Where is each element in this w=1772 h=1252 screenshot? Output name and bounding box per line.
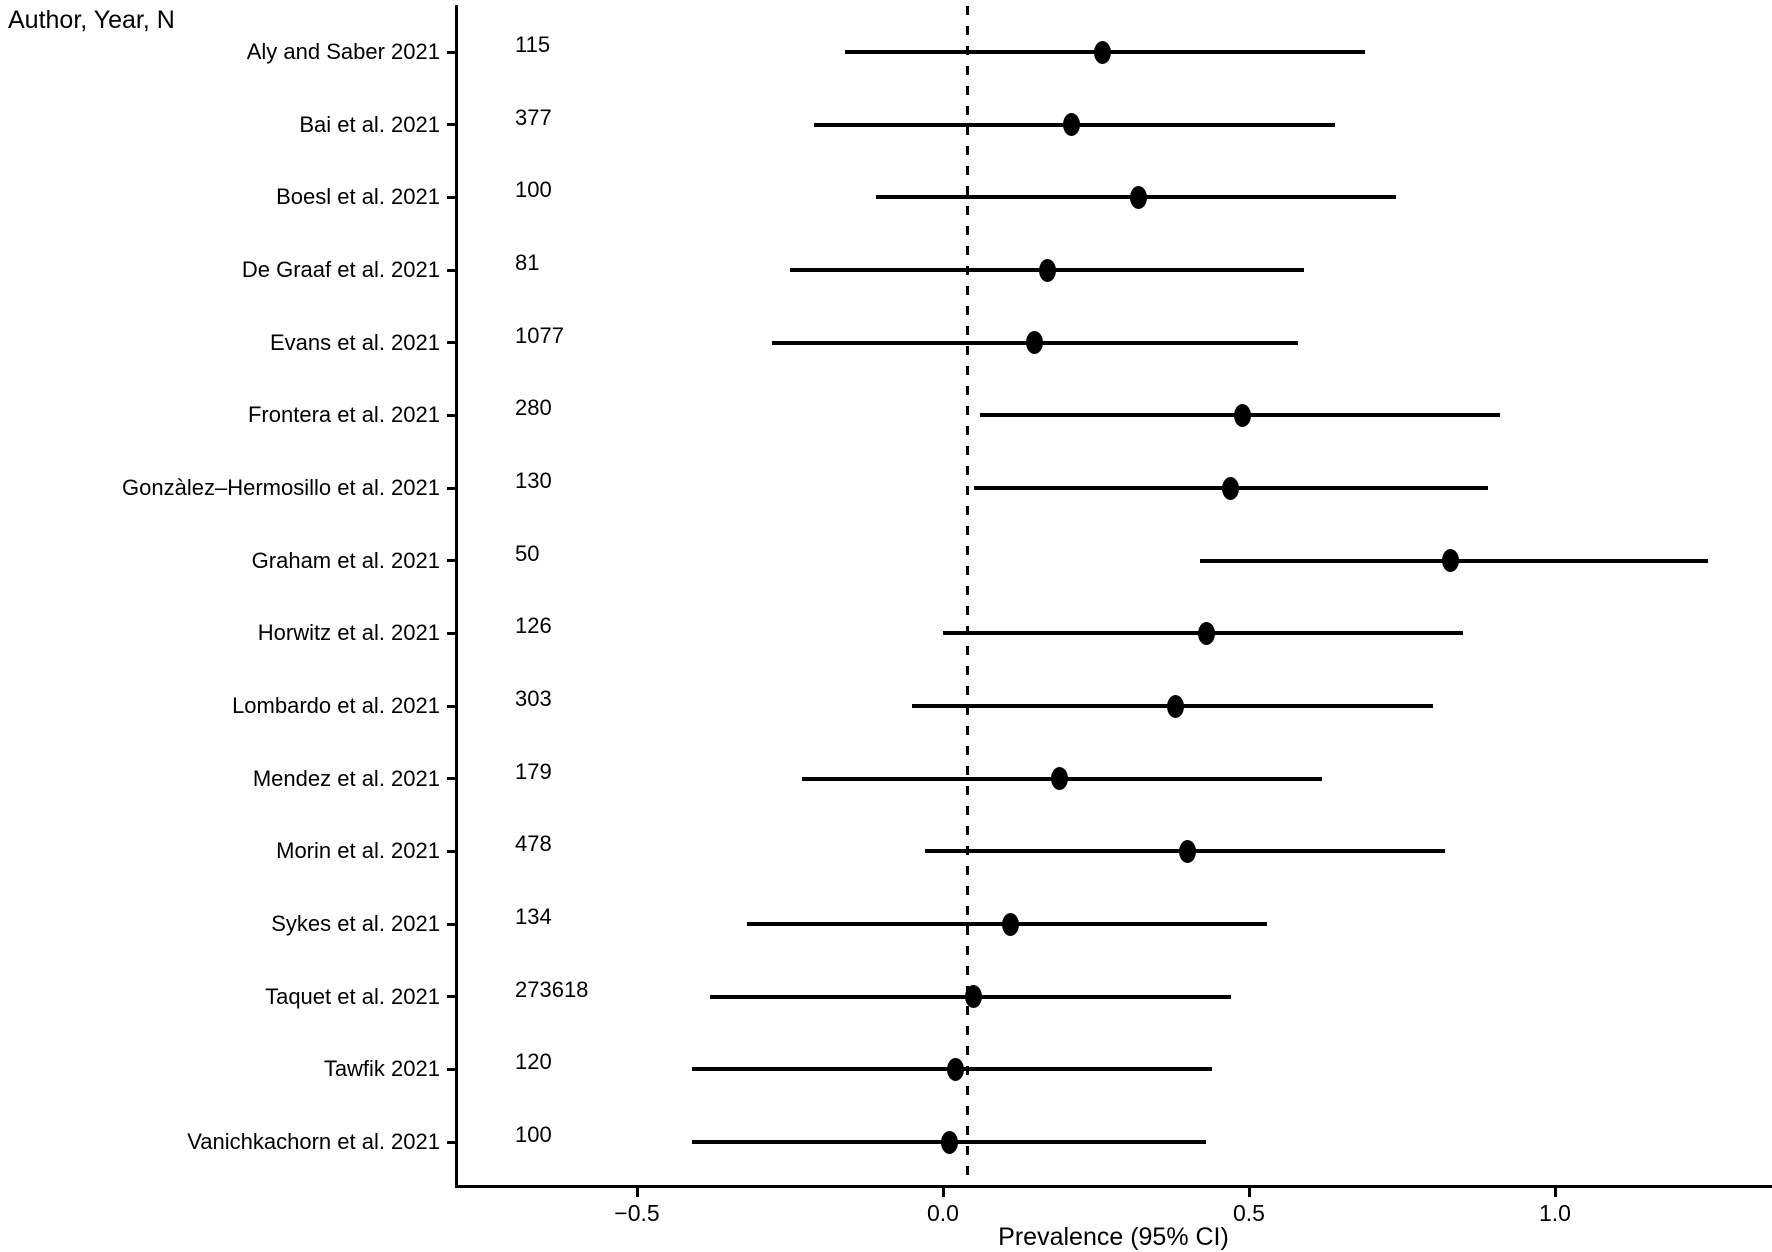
study-n-label: 280	[515, 395, 552, 421]
study-n-label: 81	[515, 250, 540, 275]
study-label: Gonzàlez–Hermosillo et al. 2021	[122, 475, 440, 501]
y-axis-tick	[447, 123, 456, 127]
y-axis-tick	[447, 631, 456, 635]
reference-dashed-line	[965, 6, 969, 1186]
point-estimate-marker	[946, 1057, 964, 1081]
study-label: Aly and Saber 2021	[246, 39, 440, 64]
x-axis-tick-mark	[1247, 1187, 1251, 1197]
x-axis-tick-label: 0.0	[927, 1200, 959, 1226]
x-axis-tick-label: 1.0	[1539, 1200, 1571, 1226]
study-n-label: 303	[515, 686, 552, 712]
study-label: Lombardo et al. 2021	[232, 693, 440, 719]
study-n-label: 273618	[515, 976, 589, 1002]
point-estimate-marker	[1050, 767, 1068, 791]
y-axis-tick	[447, 922, 456, 926]
study-n-label: 100	[515, 177, 552, 203]
y-axis-tick	[447, 849, 456, 853]
point-estimate-marker	[1222, 476, 1240, 500]
study-label: Tawfik 2021	[323, 1056, 440, 1082]
x-axis-tick-mark	[941, 1187, 945, 1197]
study-n-label: 115	[515, 32, 551, 57]
study-label: Frontera et al. 2021	[247, 402, 440, 428]
point-estimate-marker	[1234, 403, 1252, 427]
y-axis-tick	[447, 413, 456, 417]
point-estimate-marker	[1093, 40, 1111, 64]
x-axis-tick-label: 0.5	[1233, 1200, 1265, 1226]
study-n-label: 179	[515, 758, 552, 784]
study-label: Evans et al. 2021	[269, 329, 440, 355]
study-n-label: 120	[515, 1049, 552, 1075]
study-label: De Graaf et al. 2021	[241, 257, 440, 282]
point-estimate-marker	[1063, 113, 1081, 137]
study-label: Graham et al. 2021	[251, 547, 440, 573]
study-label: Sykes et al. 2021	[271, 911, 440, 937]
x-axis-tick-mark	[1553, 1187, 1557, 1197]
point-estimate-marker	[940, 1130, 958, 1154]
study-n-label: 100	[515, 1122, 552, 1148]
y-axis-tick	[447, 486, 456, 490]
x-axis-title: Prevalence (95% CI)	[998, 1223, 1229, 1251]
y-axis-tick	[447, 559, 456, 563]
x-axis-tick-label: −0.5	[614, 1200, 660, 1226]
point-estimate-marker	[965, 985, 983, 1009]
y-axis-tick	[447, 995, 456, 999]
y-axis-tick	[447, 704, 456, 708]
point-estimate-marker	[1026, 331, 1044, 355]
y-axis-tick	[447, 777, 456, 781]
y-axis-tick	[447, 195, 456, 199]
y-axis-line	[455, 5, 458, 1187]
y-axis-tick	[447, 50, 456, 54]
study-label: Vanichkachorn et al. 2021	[187, 1129, 440, 1155]
point-estimate-marker	[1167, 694, 1185, 718]
study-label: Bai et al. 2021	[299, 111, 440, 137]
study-label: Horwitz et al. 2021	[257, 620, 440, 646]
point-estimate-marker	[1130, 185, 1148, 209]
point-estimate-marker	[1197, 621, 1215, 645]
corner-label: Author, Year, N	[8, 6, 175, 34]
y-axis-tick	[447, 1067, 456, 1071]
study-n-label: 377	[515, 104, 552, 130]
y-axis-tick	[447, 268, 456, 272]
point-estimate-marker	[1179, 839, 1197, 863]
y-axis-tick	[447, 341, 456, 345]
study-n-label: 130	[515, 468, 552, 494]
x-axis-tick-mark	[635, 1187, 639, 1197]
x-axis-line	[455, 1185, 1772, 1188]
study-label: Mendez et al. 2021	[252, 765, 440, 791]
study-label: Taquet et al. 2021	[265, 983, 440, 1009]
study-n-label: 126	[515, 613, 552, 639]
study-label: Morin et al. 2021	[276, 838, 440, 864]
study-n-label: 1077	[515, 322, 564, 348]
point-estimate-marker	[1442, 549, 1460, 573]
study-label: Boesl et al. 2021	[276, 184, 440, 210]
study-n-label: 50	[515, 540, 540, 566]
point-estimate-marker	[1038, 258, 1056, 282]
study-n-label: 478	[515, 831, 552, 857]
study-n-label: 134	[515, 904, 552, 930]
y-axis-tick	[447, 1140, 456, 1144]
point-estimate-marker	[1001, 912, 1019, 936]
